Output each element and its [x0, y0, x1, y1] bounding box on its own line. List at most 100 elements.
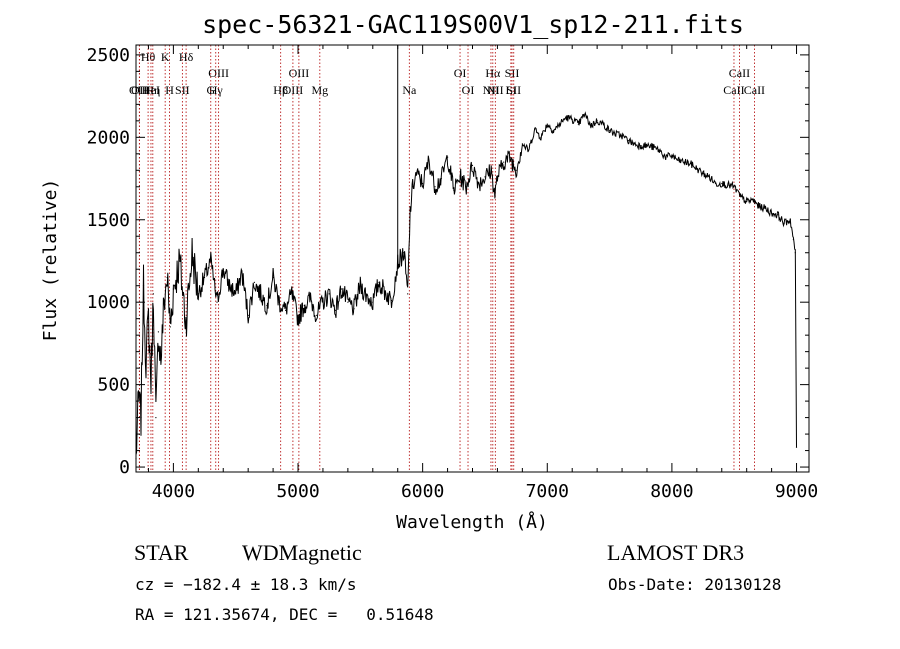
data-point [228, 285, 231, 287]
data-point [490, 169, 492, 171]
data-point [422, 182, 424, 185]
data-point [739, 196, 742, 198]
data-point [721, 182, 723, 185]
data-point [677, 159, 679, 161]
data-point [714, 182, 717, 185]
data-point [150, 380, 152, 382]
data-point [771, 212, 773, 214]
data-point [137, 397, 140, 399]
data-point [169, 326, 171, 328]
data-point [434, 186, 436, 188]
object-subclass: WDMagnetic [242, 540, 362, 565]
line-label: Hγ [209, 83, 224, 97]
line-label: NII [483, 83, 500, 97]
y-tick-label: 2000 [87, 127, 130, 148]
data-point [646, 145, 648, 147]
y-tick-label: 1000 [87, 292, 130, 313]
data-point [203, 276, 206, 279]
data-point [278, 301, 280, 303]
data-point [140, 417, 142, 419]
data-point [366, 295, 368, 297]
data-point [222, 268, 224, 270]
data-point [409, 210, 411, 213]
data-point [397, 262, 399, 264]
spectrum-line [135, 111, 797, 455]
data-point [428, 159, 430, 161]
data-point [403, 252, 405, 254]
data-point [609, 130, 611, 132]
data-point [733, 186, 735, 188]
line-label: Hδ [179, 50, 194, 64]
line-label: OI [462, 83, 475, 97]
y-tick-label: 2500 [87, 45, 130, 66]
x-axis-label: Wavelength (Å) [396, 511, 548, 533]
data-point [285, 309, 287, 311]
line-label: OII [131, 83, 148, 97]
data-point [459, 176, 461, 178]
data-point [152, 293, 154, 295]
line-label: SII [175, 83, 190, 97]
data-point [565, 116, 567, 119]
data-point [185, 321, 187, 323]
data-point [496, 176, 498, 178]
line-label: Na [402, 83, 417, 97]
data-point [272, 276, 274, 279]
survey-name: LAMOST DR3 [607, 540, 744, 565]
data-point [764, 207, 767, 209]
line-label: Hη [145, 83, 160, 97]
data-point [359, 285, 361, 287]
line-label: Hβ [273, 83, 288, 97]
y-axis-label: Flux (relative) [40, 179, 61, 342]
line-label: OI [454, 66, 467, 80]
data-point [163, 301, 165, 303]
data-point [708, 176, 710, 178]
data-point [447, 156, 449, 158]
line-label: Hθ [141, 50, 156, 64]
data-point [216, 301, 218, 303]
data-layer [135, 45, 798, 460]
line-label: CaII [744, 83, 765, 97]
data-point [702, 173, 704, 175]
line-label: OIII [208, 66, 229, 80]
data-point [621, 135, 623, 137]
data-point [241, 271, 243, 274]
data-point [172, 288, 174, 290]
data-point [602, 123, 605, 125]
data-point [440, 177, 442, 180]
line-label: Hα [485, 66, 501, 80]
data-point [795, 446, 798, 448]
data-point [789, 219, 791, 221]
obs-date: Obs-Date: 20130128 [608, 575, 781, 594]
data-point [309, 298, 312, 300]
line-label: CaII [723, 83, 744, 97]
object-class: STAR [134, 540, 189, 565]
data-point [471, 164, 474, 166]
data-point [652, 146, 654, 148]
data-point [640, 145, 642, 147]
data-point [546, 123, 548, 125]
data-point [503, 161, 505, 163]
data-point [690, 163, 692, 165]
data-point [328, 293, 330, 295]
data-point [384, 291, 386, 293]
data-point [260, 293, 262, 295]
axes: 4000 5000 6000 7000 8000 9000 0 500 1000 1500 2000… [87, 45, 819, 502]
data-point [266, 304, 268, 307]
data-point [552, 130, 555, 132]
data-point [235, 293, 237, 295]
line-label: HeI [142, 83, 160, 97]
x-tick-label: 8000 [650, 481, 693, 502]
data-point [407, 293, 409, 295]
data-point [166, 276, 168, 279]
data-point [577, 123, 580, 125]
data-point [528, 149, 530, 152]
data-point [615, 133, 617, 135]
line-label: G [206, 83, 215, 97]
data-point [372, 301, 374, 303]
data-point [696, 168, 698, 170]
data-point [341, 288, 343, 290]
data-point [792, 238, 795, 241]
data-point [247, 314, 249, 316]
data-point [559, 123, 561, 125]
